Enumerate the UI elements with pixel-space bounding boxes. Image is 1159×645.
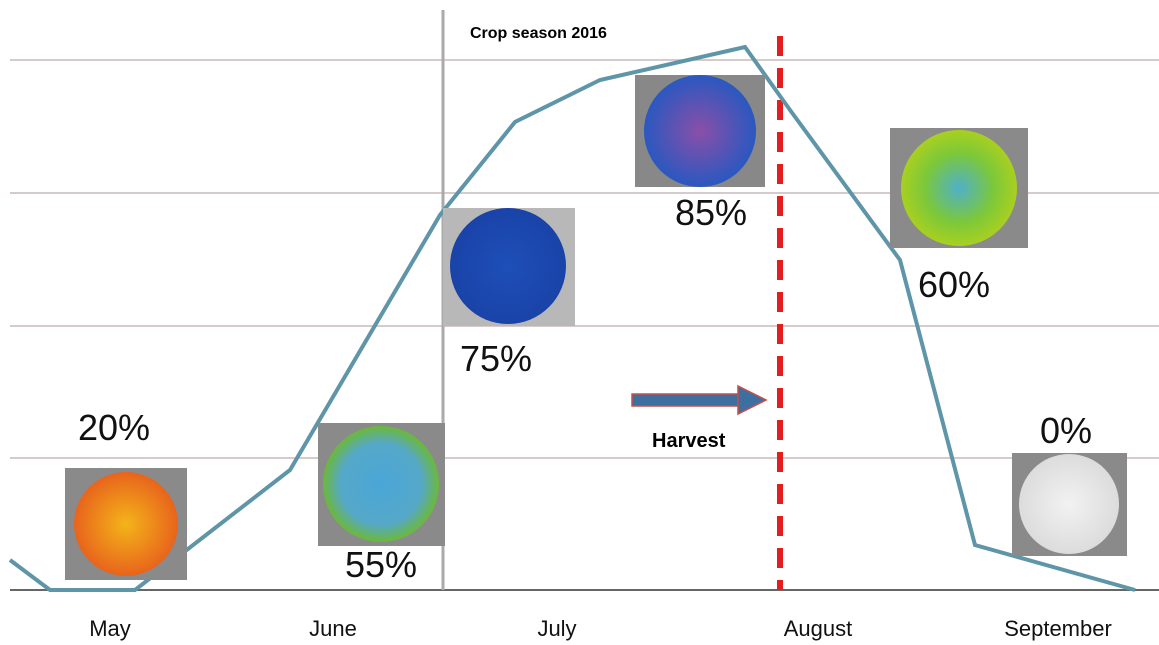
x-tick-label: May [89,616,131,641]
sample-images [65,75,1127,580]
sample-disc [323,426,439,542]
sample-disc [450,208,566,324]
harvest-arrow [631,384,768,416]
sample-label: 55% [345,544,417,585]
chart-title: Crop season 2016 [470,25,607,42]
sample-label: 0% [1040,410,1092,451]
x-tick-label: August [784,616,853,641]
sample-disc [901,130,1017,246]
sample-disc [644,75,756,187]
sample-label: 20% [78,407,150,448]
x-tick-label: June [309,616,357,641]
x-tick-label: July [537,616,576,641]
annotation: Harvest [652,430,726,452]
growth-curve [8,44,1136,592]
sample-label: 85% [675,192,747,233]
sample-label: 75% [460,338,532,379]
sample-disc [74,472,178,576]
x-tick-label: September [1004,616,1112,641]
sample-label: 60% [918,264,990,305]
sample-disc [1019,454,1119,554]
